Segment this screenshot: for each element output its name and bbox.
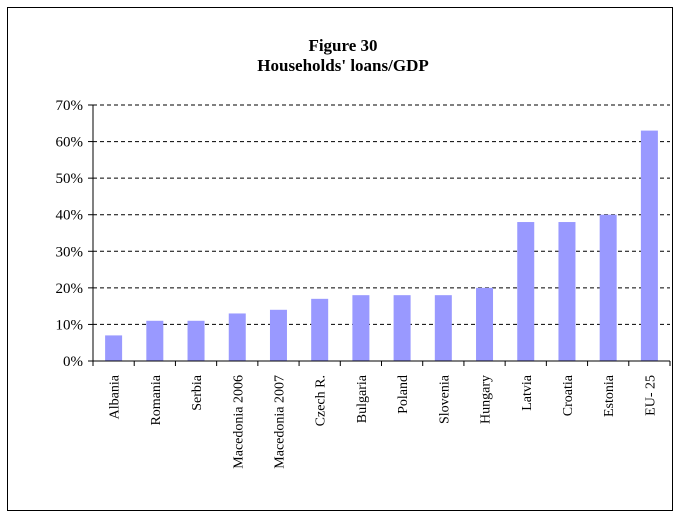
bar (476, 287, 494, 361)
x-tick-label: Czech R. (314, 375, 329, 426)
y-tick-label: 60% (56, 135, 84, 151)
bar (352, 295, 370, 361)
bar (146, 320, 164, 361)
axes (88, 104, 671, 366)
x-tick-label: Croatia (561, 374, 576, 416)
x-tick-label: EU- 25 (643, 375, 658, 416)
bar (187, 320, 205, 361)
x-tick-label: Slovenia (437, 374, 452, 424)
x-tick-label: Poland (396, 375, 411, 414)
x-tick-label: Romania (149, 374, 164, 425)
bar (228, 313, 246, 361)
chart-subtitle: Households' loans/GDP (257, 56, 428, 75)
x-tick-label: Macedonia 2006 (231, 375, 246, 469)
bar (599, 214, 617, 361)
x-tick-label: Bulgaria (355, 374, 370, 423)
bar (269, 309, 287, 361)
bar (434, 295, 452, 361)
chart-frame: Figure 30 Households' loans/GDP 0% 10% 20%… (7, 7, 673, 511)
x-tick-label: Latvia (520, 374, 535, 411)
y-tick-label: 0% (63, 354, 83, 370)
x-tick-label: Albania (108, 374, 123, 419)
y-tick-label: 20% (56, 281, 84, 297)
x-tick-labels: Albania Romania Serbia Macedonia 2006 Macedo… (108, 374, 659, 468)
y-tick-label: 10% (56, 317, 84, 333)
bar (517, 222, 535, 361)
bar (311, 298, 329, 361)
y-tick-label: 30% (56, 244, 84, 260)
y-tick-label: 40% (56, 208, 84, 224)
x-tick-label: Macedonia 2007 (272, 375, 287, 469)
bar (105, 335, 123, 361)
bar (393, 295, 411, 361)
x-tick-label: Hungary (479, 375, 494, 424)
x-tick-label: Serbia (190, 374, 205, 411)
bar (558, 222, 576, 361)
bars (105, 130, 658, 361)
y-tick-label: 50% (56, 171, 84, 187)
bar (640, 130, 658, 361)
bar-chart: Figure 30 Households' loans/GDP 0% 10% 20%… (56, 36, 671, 469)
y-tick-labels: 0% 10% 20% 30% 40% 50% 60% 70% (56, 98, 84, 370)
gridlines (93, 104, 670, 325)
chart-title: Figure 30 (308, 36, 377, 55)
x-tick-label: Estonia (602, 374, 617, 417)
y-tick-label: 70% (56, 98, 84, 114)
